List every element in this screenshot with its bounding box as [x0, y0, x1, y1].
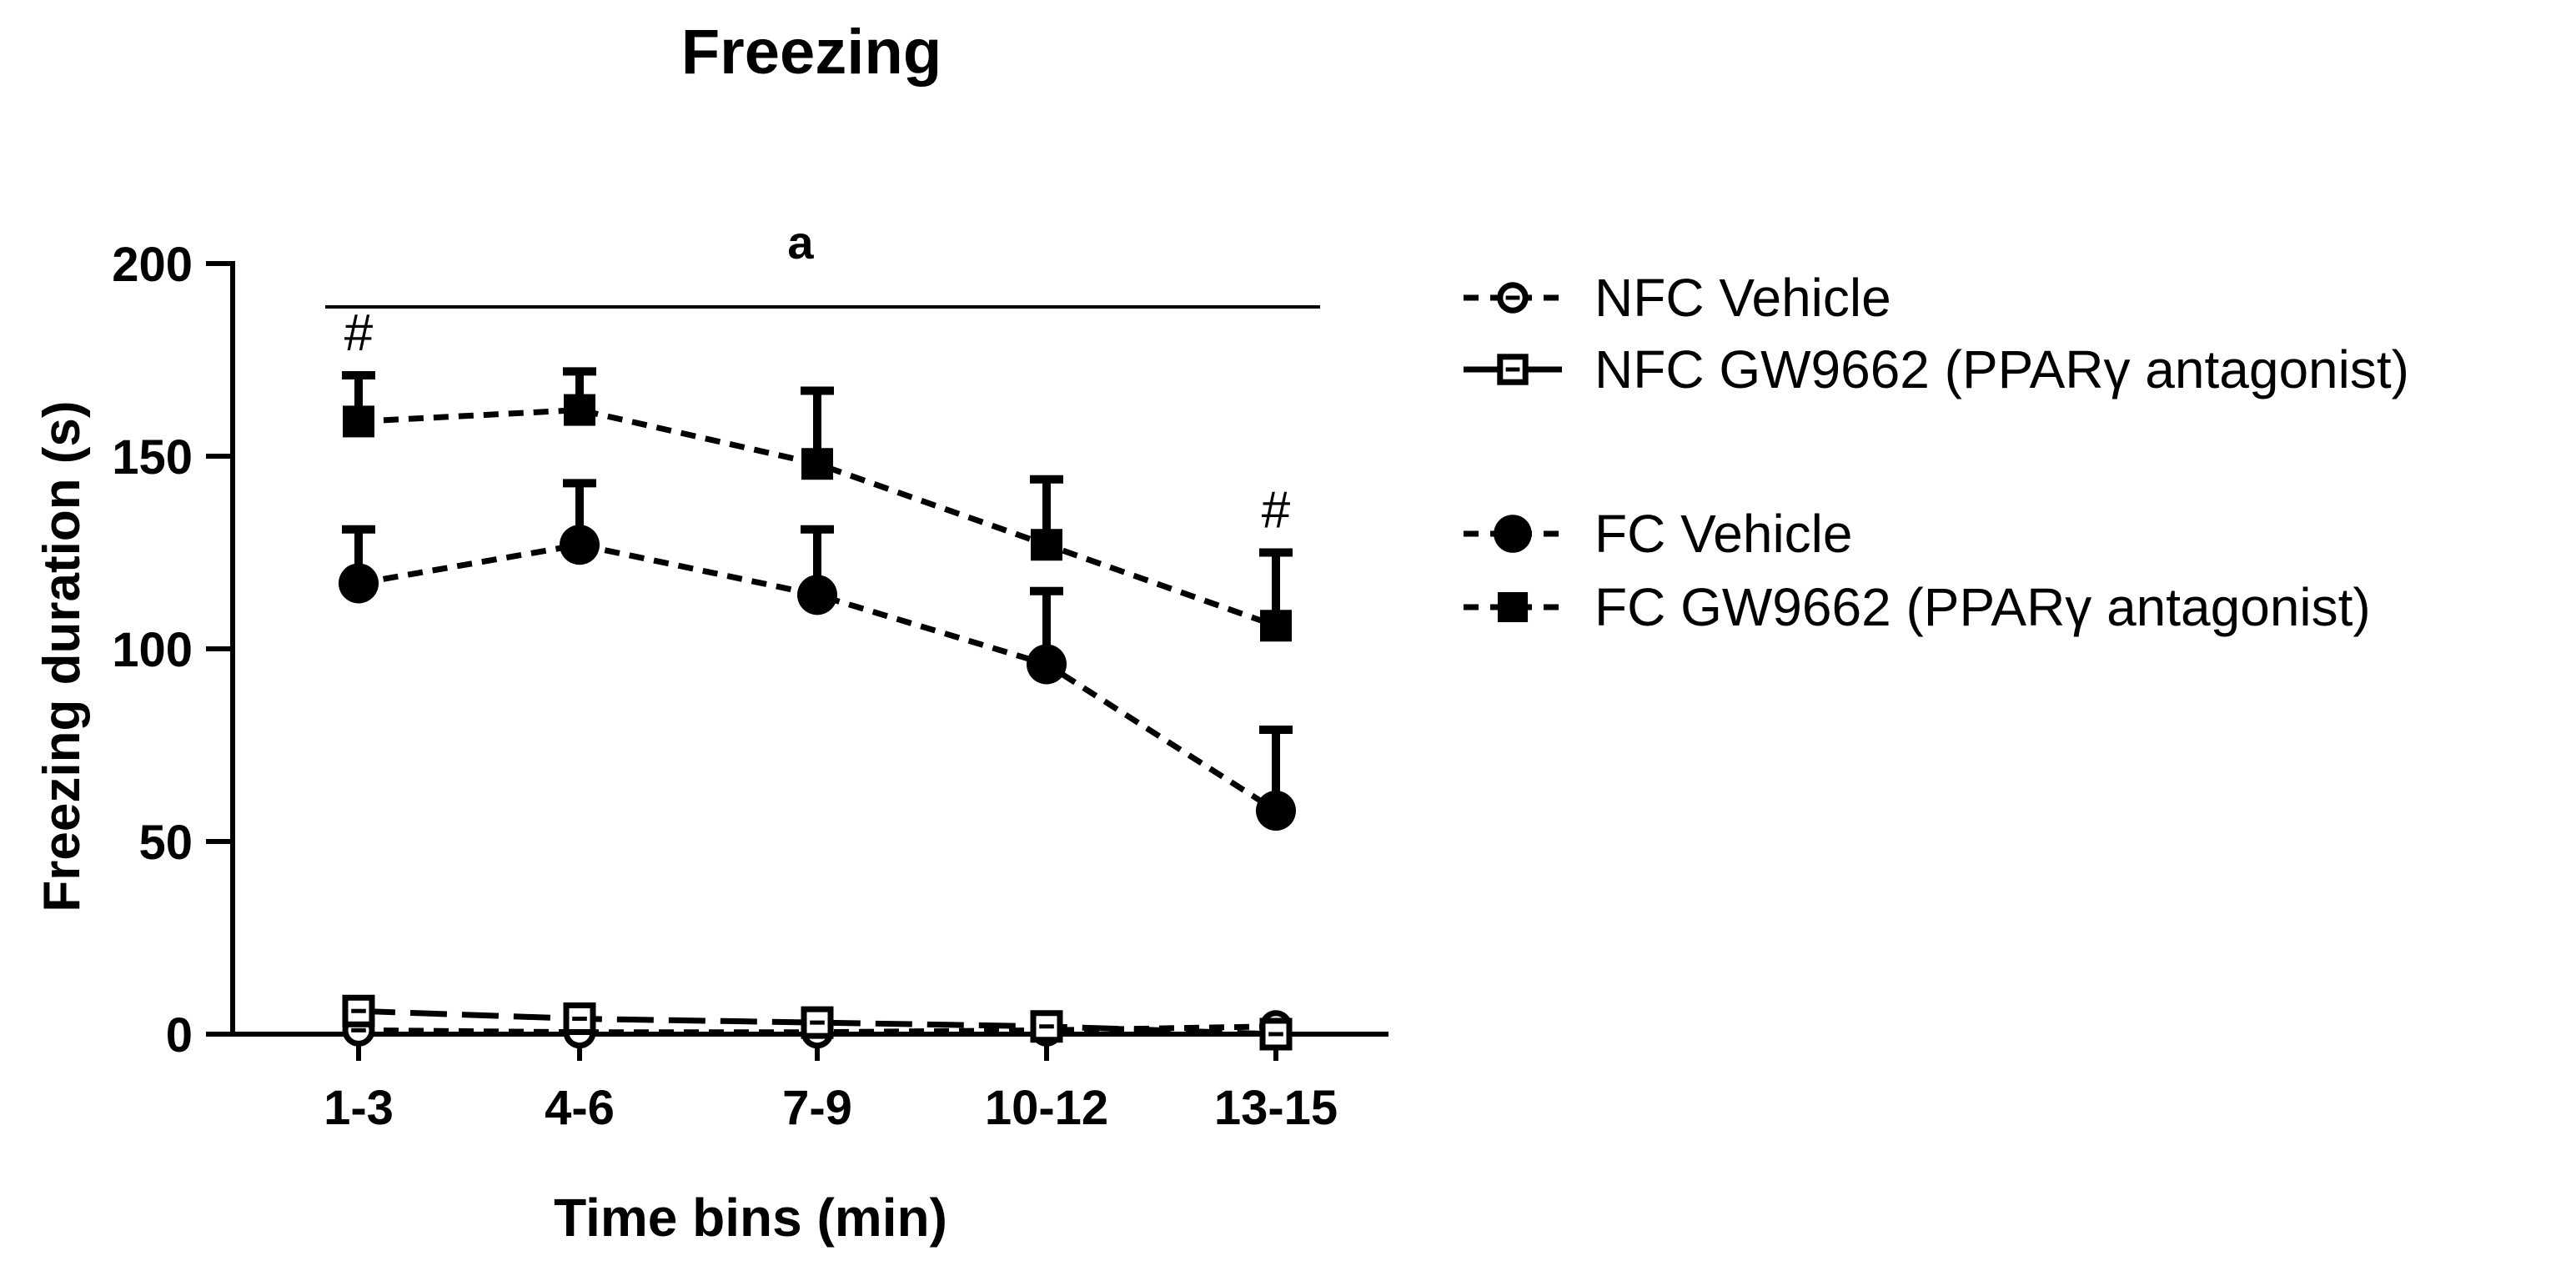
legend-marker [1497, 591, 1529, 623]
x-tick-label: 7-9 [782, 1081, 852, 1135]
x-tick-label: 4-6 [545, 1081, 615, 1135]
data-point [1256, 791, 1296, 831]
legend-label: FC Vehicle [1594, 504, 1852, 564]
data-point [564, 394, 595, 426]
series-layer [339, 367, 1296, 1051]
y-tick-label: 150 [112, 430, 193, 485]
y-tick-label: 100 [112, 623, 193, 677]
y-tick-label: 50 [138, 816, 193, 870]
legend-entry: FC Vehicle [1464, 504, 1852, 564]
data-point [1031, 529, 1062, 561]
data-point [342, 994, 375, 1027]
legend-entry: NFC GW9662 (PPARγ antagonist) [1464, 339, 2409, 399]
legend-marker [1494, 515, 1532, 553]
data-point [560, 525, 600, 565]
data-point [563, 1002, 596, 1036]
data-point [801, 448, 833, 480]
x-axis-label: Time bins (min) [554, 1188, 947, 1248]
data-point [1027, 644, 1067, 685]
legend-label: NFC Vehicle [1594, 268, 1891, 328]
significance-annotations: a # # [325, 216, 1320, 540]
series-2 [339, 479, 1296, 831]
legend-label: NFC GW9662 (PPARγ antagonist) [1594, 339, 2409, 399]
x-tick-label: 1-3 [324, 1081, 394, 1135]
x-tick-label: 10-12 [985, 1081, 1108, 1135]
y-tick-label: 0 [166, 1008, 193, 1062]
legend-label: FC GW9662 (PPARγ antagonist) [1594, 577, 2371, 637]
data-point [339, 563, 379, 604]
y-tick-label: 200 [112, 238, 193, 292]
data-point [343, 405, 374, 438]
data-point [1260, 610, 1292, 642]
significance-marker: # [1262, 482, 1291, 540]
y-axis-label: Freezing duration (s) [33, 400, 91, 912]
series-3 [342, 367, 1293, 642]
series-1 [342, 994, 1293, 1051]
legend-entry: FC GW9662 (PPARγ antagonist) [1464, 577, 2371, 637]
legend-entry: NFC Vehicle [1464, 268, 1891, 328]
legend: NFC Vehicle NFC GW9662 (PPARγ antagonist)… [1464, 268, 2409, 637]
significance-bracket-label: a [787, 216, 814, 269]
significance-marker: # [344, 304, 374, 362]
data-point [797, 575, 837, 615]
chart-title: Freezing [681, 17, 942, 88]
x-tick-label: 13-15 [1214, 1081, 1338, 1135]
axes: 0 50 100 150 200 1-3 4-6 7-9 10-12 13-15 [112, 238, 1388, 1135]
